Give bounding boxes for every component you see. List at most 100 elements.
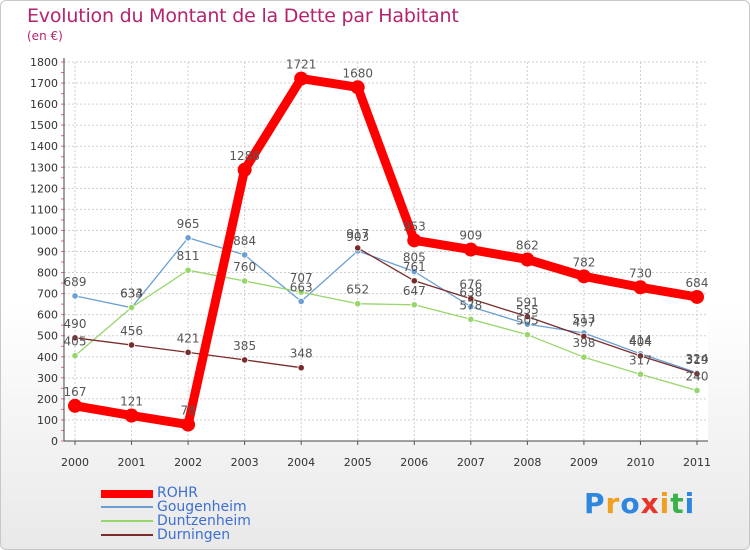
x-tick-label: 2000 [61, 456, 89, 469]
data-point-duntzenheim [354, 300, 362, 308]
data-label-durningen: 761 [403, 260, 426, 274]
data-point-duntzenheim [71, 352, 79, 360]
legend-item-durningen: Durningen [101, 527, 361, 543]
data-label-duntzenheim: 707 [290, 271, 313, 285]
data-label-duntzenheim: 652 [346, 283, 369, 297]
x-tick-label: 2002 [174, 456, 202, 469]
brand-logo-letter: i [684, 487, 696, 520]
data-point-rohr [68, 398, 82, 413]
data-point-rohr [181, 417, 196, 432]
data-point-rohr [520, 252, 535, 267]
data-point-duntzenheim [410, 301, 418, 309]
y-tick-label: 1800 [30, 56, 58, 69]
data-label-duntzenheim: 398 [572, 336, 595, 350]
data-point-rohr [407, 233, 422, 248]
data-label-duntzenheim: 405 [64, 335, 87, 349]
legend-swatch [101, 534, 153, 536]
legend-swatch [101, 506, 153, 508]
data-label-durningen: 676 [459, 278, 482, 292]
data-label-durningen: 497 [572, 315, 595, 329]
data-label-duntzenheim: 760 [233, 260, 256, 274]
data-point-duntzenheim [693, 386, 701, 395]
y-tick-label: 500 [37, 330, 58, 343]
x-tick-label: 2001 [118, 456, 146, 469]
y-tick-label: 1300 [30, 161, 58, 174]
data-point-durningen [523, 312, 531, 321]
data-label-durningen: 404 [629, 335, 652, 349]
series-line-rohr [70, 74, 702, 430]
data-point-rohr [690, 289, 704, 304]
data-label-duntzenheim: 647 [403, 284, 426, 298]
data-point-rohr [294, 71, 309, 86]
x-tick-label: 2011 [683, 456, 711, 469]
y-tick-label: 0 [51, 435, 58, 448]
data-label-durningen: 917 [346, 227, 369, 241]
y-tick-label: 1500 [30, 119, 58, 132]
legend-label: ROHR [157, 485, 199, 501]
data-point-rohr [350, 80, 365, 95]
data-label-gougenheim: 689 [64, 275, 87, 289]
y-tick-label: 1400 [30, 140, 58, 153]
series-line-duntzenheim [74, 269, 698, 392]
data-label-rohr: 684 [686, 276, 709, 290]
data-point-durningen [184, 348, 192, 356]
data-point-duntzenheim [467, 315, 475, 323]
data-label-rohr: 1288 [229, 149, 260, 163]
data-point-duntzenheim [297, 288, 305, 296]
data-label-gougenheim: 663 [290, 280, 313, 294]
brand-logo-letter: o [620, 487, 641, 520]
y-tick-label: 400 [37, 351, 58, 364]
data-point-durningen [241, 356, 249, 364]
y-tick-label: 1100 [30, 203, 58, 216]
y-tick-label: 200 [37, 393, 58, 406]
data-label-durningen: 385 [233, 339, 256, 353]
data-point-durningen [354, 244, 362, 252]
brand-logo-letter: x [640, 487, 660, 520]
y-tick-label: 1700 [30, 77, 58, 90]
x-tick-label: 2008 [513, 456, 541, 469]
data-label-gougenheim: 638 [459, 286, 482, 300]
brand-logo-letter: t [670, 487, 685, 520]
data-point-gougenheim [184, 234, 192, 242]
data-label-rohr: 730 [629, 266, 652, 280]
data-point-duntzenheim [580, 353, 588, 361]
data-point-gougenheim [523, 320, 531, 328]
chart-title: Evolution du Montant de la Dette par Hab… [27, 5, 459, 27]
data-label-durningen: 456 [120, 324, 143, 338]
data-point-durningen [636, 352, 645, 360]
data-label-gougenheim: 414 [629, 333, 652, 347]
legend-item-gougenheim: Gougenheim [101, 499, 361, 515]
legend-label: Durningen [157, 527, 231, 543]
data-point-rohr [633, 280, 648, 295]
y-tick-label: 700 [37, 288, 58, 301]
data-label-rohr: 1721 [286, 58, 317, 72]
data-label-rohr: 1680 [342, 66, 373, 80]
legend-label: Duntzenheim [157, 513, 251, 529]
data-point-gougenheim [241, 251, 249, 259]
y-tick-label: 1200 [30, 182, 58, 195]
data-point-durningen [127, 341, 136, 349]
data-label-duntzenheim: 578 [459, 298, 482, 312]
data-point-durningen [693, 370, 701, 378]
x-tick-label: 2009 [570, 456, 598, 469]
data-label-gougenheim: 513 [572, 312, 595, 326]
data-label-gougenheim: 884 [233, 234, 256, 248]
chart-subtitle: (en €) [27, 29, 63, 43]
data-point-duntzenheim [523, 331, 531, 339]
legend-item-rohr: ROHR [101, 485, 361, 501]
data-point-rohr [237, 162, 252, 177]
x-tick-label: 2005 [344, 456, 372, 469]
data-label-gougenheim: 805 [403, 251, 426, 265]
y-tick-label: 800 [37, 267, 58, 280]
y-tick-label: 100 [37, 414, 58, 427]
data-point-duntzenheim [636, 370, 645, 378]
data-label-rohr: 953 [403, 219, 426, 233]
data-label-gougenheim: 633 [120, 287, 143, 301]
y-tick-label: 900 [37, 246, 58, 259]
brand-logo: Proxiti [584, 487, 695, 520]
data-label-durningen: 319 [686, 353, 709, 367]
data-point-durningen [580, 332, 588, 340]
x-tick-label: 2006 [400, 456, 428, 469]
data-point-rohr [576, 269, 591, 284]
